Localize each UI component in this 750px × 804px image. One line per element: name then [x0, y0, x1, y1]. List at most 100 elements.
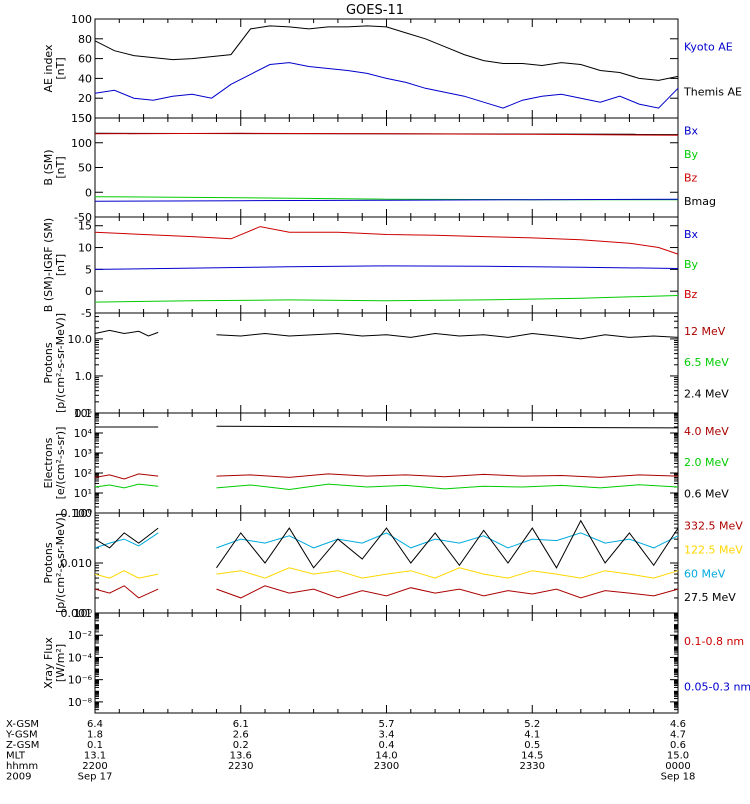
footer-cell: 2200: [82, 761, 107, 772]
legend-entry: Bx: [684, 228, 699, 241]
footer-cell: 2230: [228, 761, 253, 772]
panel-7: 10⁻⁸ 10⁻⁶ 10⁻⁴ 10⁻² 10⁰ Xray Flux [W/m²] 0.1-0.…: [42, 607, 750, 714]
panel-frame: [94, 312, 679, 414]
y-tick-label: 20: [78, 92, 92, 105]
series-line: [94, 329, 159, 337]
y-axis-label: Protons: [42, 542, 55, 583]
footer-cell: 4.7: [670, 730, 686, 741]
legend-entry: Bz: [684, 288, 698, 301]
legend-entry: Bz: [684, 172, 698, 185]
series-line: [216, 519, 679, 569]
footer-cell: 1.8: [87, 730, 103, 741]
footer-row-label: X-GSM: [6, 719, 39, 730]
footer-cell: 6.4: [87, 719, 103, 730]
series-line: [94, 570, 159, 579]
legend-entry: Kyoto AE: [684, 41, 733, 54]
y-axis-label: [nT]: [54, 156, 67, 178]
y-axis-label: [nT]: [54, 57, 67, 79]
legend-entry: 0.1-0.8 nm: [684, 635, 744, 648]
y-tick-label: 10.0: [68, 333, 93, 346]
panel-frame: [94, 612, 679, 714]
y-tick-label: 10⁻²: [68, 629, 92, 642]
footer-row-label: hhmm: [6, 761, 38, 772]
legend-entry: 2.0 MeV: [684, 456, 729, 469]
y-tick-label: 100: [71, 137, 92, 150]
y-tick-label: -50: [74, 211, 92, 224]
y-tick-label: 10⁴: [74, 427, 93, 440]
series-line: [94, 265, 679, 270]
legend-entry: 332.5 MeV: [684, 520, 743, 533]
footer-row-label: Y-GSM: [5, 730, 38, 741]
panel-5: 10⁰ 10¹ 10² 10³ 10⁴ 10⁵ Electrons [e/(cm²-s-sr)…: [42, 407, 729, 520]
footer-cell: 14.0: [375, 751, 397, 762]
panel-6: 0.001 0.010 0.100 Protons [p/(cm²-s-sr-MeV)]…: [42, 507, 743, 620]
footer-row-label: MLT: [6, 751, 26, 762]
y-axis-label: [p/(cm²-s-sr-MeV)]: [54, 313, 67, 413]
y-tick-label: 0.001: [61, 607, 93, 620]
footer-cell: 3.4: [379, 730, 395, 741]
y-tick-label: 10⁻⁶: [68, 674, 93, 687]
y-axis-label: [nT]: [54, 254, 67, 276]
legend-entry: 0.05-0.3 nm: [684, 680, 750, 693]
legend-entry: By: [684, 258, 699, 271]
series-line: [94, 226, 679, 255]
y-tick-label: 5: [85, 263, 92, 276]
footer-cell: Sep 17: [78, 772, 113, 783]
legend-entry: 122.5 MeV: [684, 543, 743, 556]
y-tick-label: 10: [78, 242, 92, 255]
footer-cell: 5.2: [524, 719, 540, 730]
y-tick-label: 10³: [74, 447, 92, 460]
series-line: [216, 532, 679, 549]
footer-row-label: 2009: [6, 772, 31, 783]
panel-frame: [94, 18, 679, 119]
y-axis-label: Electrons: [42, 437, 55, 488]
series-line: [94, 585, 159, 599]
series-line: [216, 567, 679, 579]
legend-entry: 27.5 MeV: [684, 591, 736, 604]
footer-cell: 0000: [665, 761, 690, 772]
y-tick-label: -5: [81, 307, 92, 320]
legend-entry: 60 MeV: [684, 567, 726, 580]
y-axis-label: B (SM): [42, 149, 55, 185]
panel-frame: [94, 216, 679, 314]
series-line: [94, 25, 679, 81]
y-tick-label: 80: [78, 33, 92, 46]
legend-entry: 4.0 MeV: [684, 425, 729, 438]
y-tick-label: 10⁰: [74, 607, 93, 620]
y-tick-label: 10⁵: [74, 407, 92, 420]
series-line: [216, 473, 679, 478]
series-line: [94, 483, 159, 489]
legend-entry: Themis AE: [683, 86, 742, 99]
series-line: [94, 473, 159, 480]
y-tick-label: 40: [78, 72, 92, 85]
series-line: [94, 62, 679, 109]
footer-cell: 2300: [374, 761, 399, 772]
series-line: [94, 295, 679, 303]
y-tick-label: 0: [85, 285, 92, 298]
y-tick-label: 0.1: [75, 407, 93, 420]
y-tick-label: 1.0: [75, 370, 93, 383]
series-line: [94, 198, 679, 202]
panel-1: 0 20 40 60 80 100 AE index [nT] Kyoto AE Themis A…: [42, 13, 742, 125]
footer-cell: 14.5: [521, 751, 543, 762]
footer-cell: 4.6: [670, 719, 686, 730]
footer-cell: 0.1: [87, 740, 103, 751]
footer-cell: 13.1: [84, 751, 106, 762]
y-axis-label: [W/m²]: [54, 644, 67, 682]
y-axis-label: Protons: [42, 342, 55, 383]
y-tick-label: 10⁰: [74, 507, 93, 520]
footer-row-label: Z-GSM: [6, 740, 39, 751]
panel-frame: [94, 117, 679, 218]
legend-entry: 12 MeV: [684, 325, 726, 338]
footer-cell: 13.6: [230, 751, 252, 762]
legend-entry: Bmag: [684, 195, 716, 208]
y-tick-label: 10⁻⁸: [68, 696, 93, 709]
y-tick-label: 15: [78, 220, 92, 233]
footer-cell: 15.0: [667, 751, 689, 762]
footer-cell: 2.6: [233, 730, 249, 741]
plot-title: GOES-11: [346, 3, 404, 18]
panel-3: -5 0 5 10 15 B (SM)-IGRF (SM) [nT] Bx By Bz: [42, 216, 699, 320]
series-line: [216, 425, 679, 429]
y-tick-label: 100: [71, 13, 92, 26]
